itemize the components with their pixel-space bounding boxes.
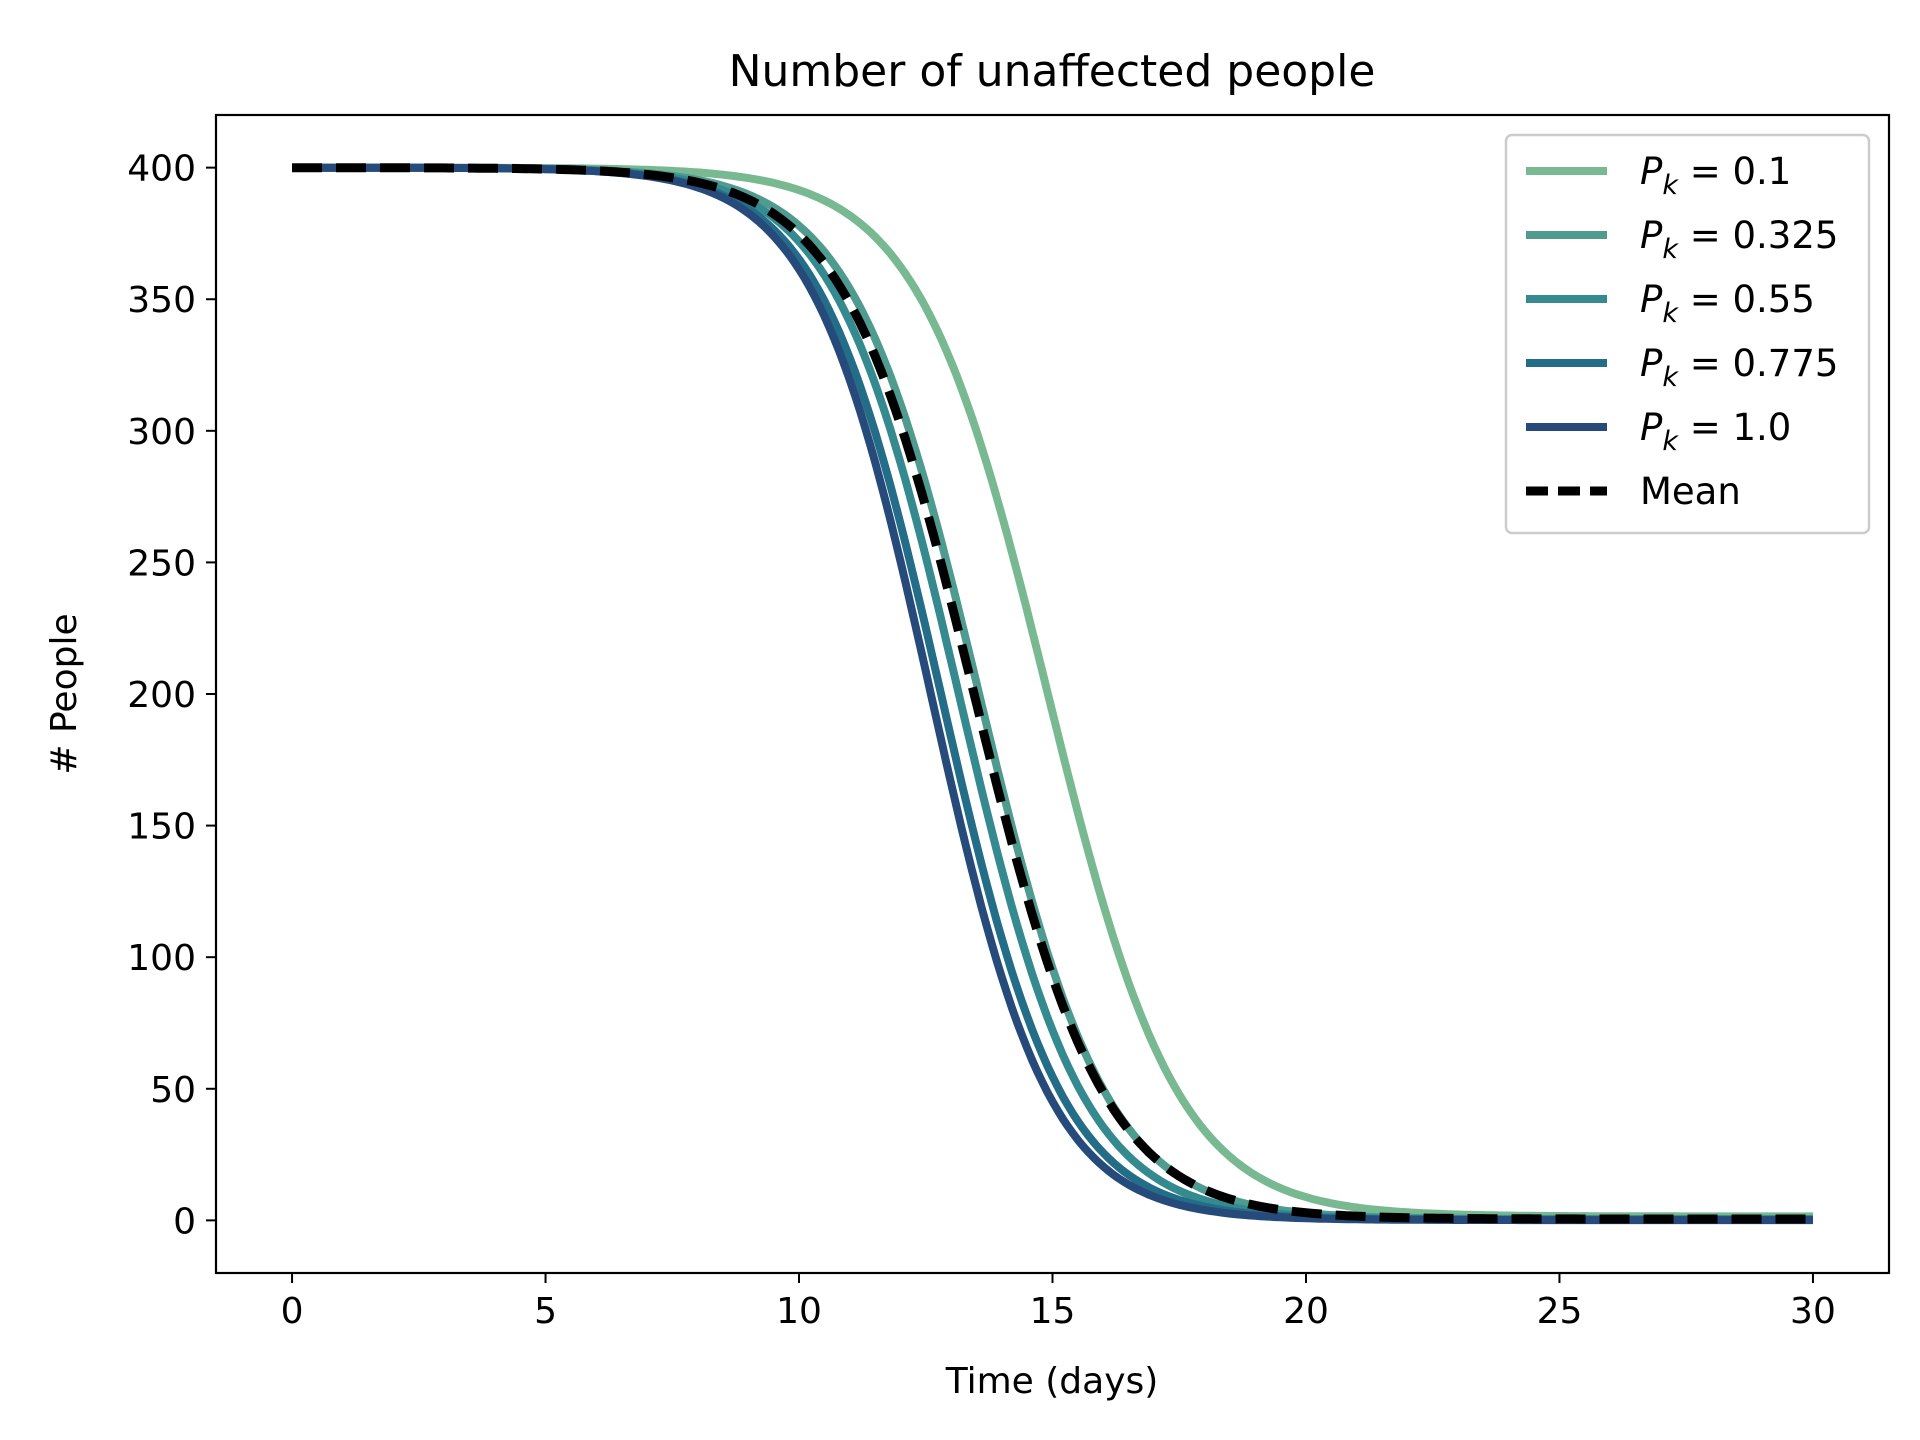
x-tick-label: 20 (1283, 1291, 1329, 1332)
legend-label: Pk = 1.0 (1640, 406, 1791, 457)
legend-subscript: k (1662, 234, 1679, 265)
legend-label: Pk = 0.1 (1640, 150, 1791, 201)
y-tick-label: 100 (127, 938, 196, 979)
legend-symbol: P (1640, 150, 1663, 193)
series-line-6 (292, 163, 1813, 1224)
y-tick-label: 400 (127, 149, 196, 190)
legend-value: = 1.0 (1678, 406, 1791, 449)
x-tick-label: 15 (1030, 1291, 1076, 1332)
x-axis: 0 5 10 15 20 25 30 (281, 1273, 1836, 1332)
y-tick-label: 250 (127, 543, 196, 584)
legend-symbol: P (1640, 406, 1663, 449)
legend-label: Pk = 0.55 (1640, 278, 1815, 329)
x-axis-label: Time (days) (945, 1361, 1159, 1402)
legend-value: = 0.325 (1678, 214, 1838, 257)
legend-value: = 0.775 (1678, 342, 1838, 385)
legend-label: Mean (1640, 470, 1741, 513)
legend-symbol: P (1640, 342, 1663, 385)
y-tick-label: 50 (150, 1070, 196, 1111)
y-axis: 0 50 100 150 200 250 300 350 400 (127, 149, 216, 1242)
chart-title: Number of unaffected people (729, 46, 1376, 97)
legend-subscript: k (1662, 298, 1679, 329)
legend-value: Mean (1640, 470, 1741, 513)
x-tick-label: 0 (281, 1291, 304, 1332)
legend-label: Pk = 0.775 (1640, 342, 1838, 393)
y-tick-label: 200 (127, 675, 196, 716)
y-tick-label: 300 (127, 412, 196, 453)
series-layer (292, 163, 1813, 1225)
x-tick-label: 25 (1537, 1291, 1583, 1332)
y-tick-label: 150 (127, 807, 196, 848)
legend-symbol: P (1640, 278, 1663, 321)
legend-value: = 0.55 (1678, 278, 1815, 321)
x-tick-label: 5 (534, 1291, 557, 1332)
legend-subscript: k (1662, 426, 1679, 457)
legend-symbol: P (1640, 214, 1663, 257)
x-tick-label: 10 (776, 1291, 822, 1332)
x-tick-label: 30 (1790, 1291, 1836, 1332)
legend-subscript: k (1662, 362, 1679, 393)
y-tick-label: 0 (173, 1201, 196, 1242)
legend-value: = 0.1 (1678, 150, 1791, 193)
legend-label: Pk = 0.325 (1640, 214, 1838, 265)
legend-subscript: k (1662, 170, 1679, 201)
y-tick-label: 350 (127, 280, 196, 321)
y-axis-label: # People (44, 613, 85, 774)
